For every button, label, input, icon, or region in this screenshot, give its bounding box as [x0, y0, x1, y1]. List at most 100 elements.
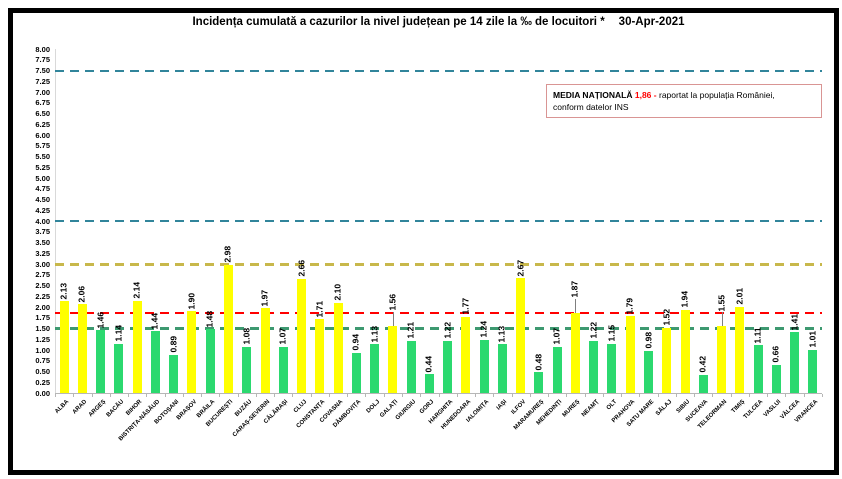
value-label-VÂLCEA: 1.41: [789, 313, 800, 331]
x-axis-tick-mark: [730, 394, 732, 397]
x-axis-tick-mark: [493, 394, 495, 397]
x-axis-tick-mark: [566, 394, 568, 397]
chart-title-date: 30-Apr-2021: [618, 16, 685, 28]
bar-BOTOȘANI: [169, 354, 179, 393]
y-axis-tick-label: 0.75: [35, 356, 50, 366]
x-axis-tick-mark: [712, 394, 714, 397]
bar-COVASNA: [333, 302, 343, 393]
y-axis-tick-label: 4.25: [35, 205, 50, 215]
value-label-BUCUREȘTI: 2.98: [222, 246, 233, 263]
x-axis-tick-mark: [475, 394, 477, 397]
value-label-VASLUI: 0.66: [770, 346, 781, 363]
value-label-COVASNA: 2.10: [332, 284, 343, 301]
x-axis-tick-mark: [584, 394, 586, 397]
bar-SATU MARE: [644, 350, 653, 393]
y-axis-tick-label: 1.50: [35, 324, 50, 333]
x-axis-tick-mark: [383, 394, 385, 397]
value-label-BACĂU: 1.14: [113, 325, 124, 342]
x-axis-tick-mark: [438, 394, 440, 397]
x-axis-tick-mark: [803, 394, 805, 397]
chart-title-text: Incidența cumulată a cazurilor la nivel …: [192, 16, 605, 28]
bar-BISTRIȚA-NĂSĂUD: [150, 331, 160, 393]
x-axis-tick-mark: [182, 394, 184, 397]
value-label-SĂLAJ: 1.52: [661, 309, 672, 326]
x-axis-tick-mark: [255, 394, 257, 397]
x-axis-tick-mark: [511, 394, 513, 397]
value-label-PRAHOVA: 1.79: [624, 297, 635, 315]
value-label-IALOMIȚA: 1.24: [478, 321, 489, 338]
national-average-callout: MEDIA NAȚIONALĂ 1,86 - raportat la popul…: [546, 84, 822, 118]
y-axis-tick-label: 2.75: [35, 270, 50, 280]
national-average-text-line2: conform datelor INS: [553, 102, 629, 112]
value-label-TELEORMAN: 1.55: [716, 294, 727, 312]
value-label-CĂLĂRAȘI: 1.07: [277, 328, 288, 345]
value-label-MEHEDINȚI: 1.07: [551, 328, 562, 345]
x-axis-tick-mark: [201, 394, 203, 397]
y-axis-tick-label: 4.00: [35, 216, 50, 226]
bar-BRAȘOV: [187, 311, 197, 393]
value-label-leader-GALAȚI: [392, 311, 394, 326]
y-axis-tick-label: 5.50: [35, 152, 50, 161]
bar-ALBA: [59, 301, 69, 393]
y-axis-tick-label: 7.50: [35, 66, 50, 75]
y-axis-tick-label: 6.00: [35, 130, 50, 140]
bar-IALOMIȚA: [479, 339, 489, 393]
value-label-ARAD: 2.06: [76, 285, 87, 303]
x-axis-tick-mark: [146, 394, 148, 397]
bar-MARAMUREȘ: [534, 372, 544, 393]
value-label-CONSTANȚA: 1.71: [314, 300, 325, 318]
bar-PRAHOVA: [625, 316, 635, 393]
bar-ILFOV: [516, 278, 526, 393]
y-axis-tick-label: 7.25: [35, 76, 50, 86]
reference-line-1.5: [55, 327, 822, 330]
bar-ARAD: [77, 304, 87, 393]
y-axis-tick-label: 7.75: [35, 55, 50, 65]
bar-DOLJ: [370, 344, 380, 393]
reference-line-7.5: [55, 69, 822, 72]
value-label-TIMIȘ: 2.01: [734, 288, 745, 305]
x-axis-tick-mark: [785, 394, 787, 397]
national-average-label: MEDIA NAȚIONALĂ: [553, 90, 633, 100]
value-label-CLUJ: 2.66: [296, 260, 307, 277]
bar-BIHOR: [132, 300, 142, 393]
bar-GORJ: [424, 374, 434, 393]
x-axis-tick-mark: [822, 394, 823, 397]
reference-line-3: [55, 262, 822, 266]
bar-BUZĂU: [242, 346, 252, 393]
y-axis-tick-label: 1.75: [35, 313, 50, 323]
value-label-ALBA: 2.13: [58, 282, 69, 300]
x-axis-tick-mark: [420, 394, 422, 397]
x-axis-tick-mark: [529, 394, 531, 397]
value-label-MUREȘ: 1.87: [569, 281, 580, 298]
value-label-GIURGIU: 1.21: [405, 322, 416, 339]
x-axis-tick-mark: [748, 394, 750, 397]
x-axis-line: [55, 393, 822, 394]
y-axis-tick-label: 2.25: [35, 291, 50, 301]
x-axis-tick-mark: [328, 394, 330, 397]
value-label-BRĂILA: 1.48: [204, 310, 215, 328]
x-axis-tick-mark: [694, 394, 696, 397]
bar-GIURGIU: [406, 340, 416, 393]
y-axis-tick-label: 0.50: [35, 367, 50, 376]
value-label-SATU MARE: 0.98: [643, 332, 653, 349]
value-label-BRAȘOV: 1.90: [186, 292, 197, 310]
value-label-MARAMUREȘ: 0.48: [533, 353, 544, 371]
x-axis-tick-mark: [237, 394, 239, 397]
x-axis-tick-mark: [456, 394, 458, 397]
bar-GALAȚI: [388, 325, 398, 393]
x-axis-tick-mark: [365, 394, 367, 397]
y-axis-tick-label: 4.50: [35, 195, 50, 204]
value-label-ARGEȘ: 1.46: [95, 311, 106, 329]
bar-IAȘI: [497, 344, 507, 393]
x-axis-tick-mark: [621, 394, 623, 397]
value-label-OLT: 1.15: [606, 325, 617, 342]
value-label-ILFOV: 2.67: [515, 259, 526, 277]
x-axis-tick-mark: [91, 394, 93, 397]
bar-SĂLAJ: [662, 327, 672, 393]
national-average-value: 1,86 -: [634, 90, 657, 100]
x-axis-tick-mark: [548, 394, 550, 397]
value-label-leader-TELEORMAN: [721, 312, 723, 327]
x-axis-tick-mark: [219, 394, 221, 397]
x-axis-tick-mark: [73, 394, 75, 397]
value-label-BISTRIȚA-NĂSĂUD: 1.44: [149, 312, 160, 330]
